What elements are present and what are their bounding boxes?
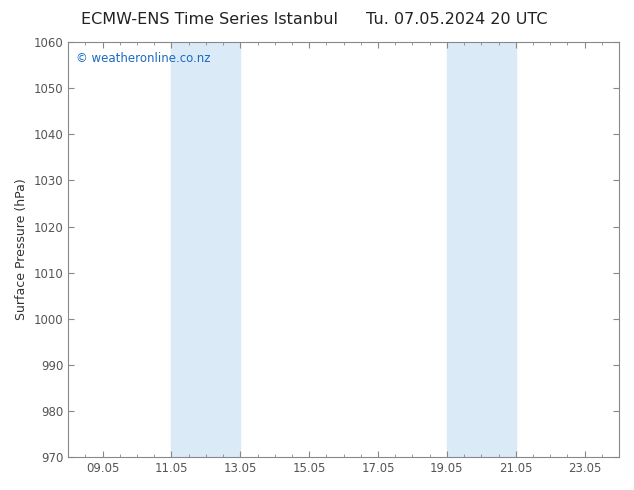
Bar — [447, 42, 515, 457]
Bar — [171, 42, 240, 457]
Y-axis label: Surface Pressure (hPa): Surface Pressure (hPa) — [15, 179, 28, 320]
Text: ECMW-ENS Time Series Istanbul: ECMW-ENS Time Series Istanbul — [81, 12, 338, 27]
Text: Tu. 07.05.2024 20 UTC: Tu. 07.05.2024 20 UTC — [366, 12, 547, 27]
Text: © weatheronline.co.nz: © weatheronline.co.nz — [77, 52, 211, 66]
